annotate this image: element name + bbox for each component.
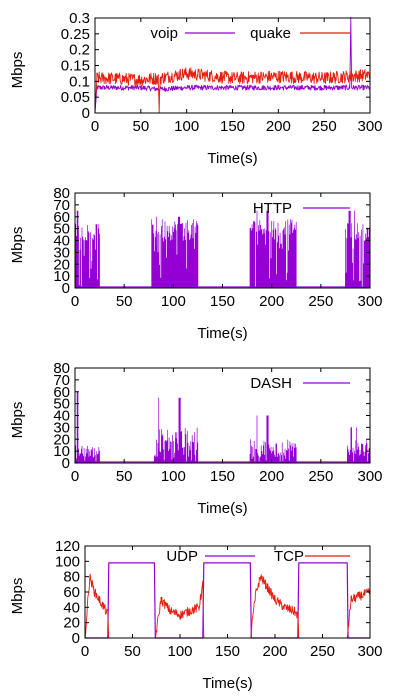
y-axis-label: Mbps <box>9 578 26 615</box>
x-axis-label: Time(s) <box>202 675 252 692</box>
y-tick-label: 60 <box>63 584 80 601</box>
legend-label-voip: voip <box>150 25 178 42</box>
y-tick-label: 70 <box>53 197 70 214</box>
y-tick-label: 120 <box>55 538 80 555</box>
y-tick-label: 10 <box>53 268 70 285</box>
chart-4: 0 50 100 150 200 250 300020406080100120Time(s)… <box>9 538 383 692</box>
y-tick-label: 60 <box>53 384 70 401</box>
x-tick-label: 50 <box>116 468 133 485</box>
y-tick-label: 20 <box>53 431 70 448</box>
x-tick-label: 100 <box>161 293 186 310</box>
chart-1: 0 50 100 150 200 250 300 00.050.10.150.20.250.3… <box>9 10 383 167</box>
chart-2: 0 50 100 150 200 250 30001020304050607080Time(… <box>9 185 383 342</box>
y-tick-label: 40 <box>53 408 70 425</box>
x-tick-label: 150 <box>210 293 235 310</box>
chart-3: 0 50 100 150 200 250 30001020304050607080Time(… <box>9 360 383 517</box>
x-axis-label: Time(s) <box>207 150 257 167</box>
series-dash-burst <box>347 427 371 463</box>
y-axis-label: Mbps <box>9 52 26 89</box>
y-tick-label: 100 <box>55 553 80 570</box>
y-tick-label: 60 <box>53 209 70 226</box>
chart-4-data <box>84 562 371 639</box>
x-tick-label: 0 <box>71 468 79 485</box>
y-tick-label: 30 <box>53 244 70 261</box>
legend-label-udp: UDP <box>166 548 198 565</box>
x-axis-label: Time(s) <box>197 325 247 342</box>
x-tick-label: 0 <box>71 293 79 310</box>
chart-3-data <box>74 391 371 463</box>
x-tick-label: 300 <box>357 468 382 485</box>
series-udp-line <box>85 562 370 639</box>
y-tick-label: 40 <box>63 599 80 616</box>
y-tick-label: 0.3 <box>69 10 90 27</box>
x-tick-label: 200 <box>266 118 291 135</box>
y-tick-label: 20 <box>53 256 70 273</box>
legend-label-tcp: TCP <box>274 548 304 565</box>
y-tick-label: 80 <box>53 360 70 377</box>
y-tick-label: 30 <box>53 419 70 436</box>
x-tick-label: 300 <box>357 293 382 310</box>
chart-2-data <box>74 210 371 288</box>
x-axis-label: Time(s) <box>197 500 247 517</box>
series-tcp-line <box>84 573 371 639</box>
series-dash-burst <box>249 415 297 463</box>
y-tick-label: 70 <box>53 372 70 389</box>
y-tick-label: 0 <box>62 280 70 297</box>
x-tick-label: 200 <box>259 468 284 485</box>
x-tick-label: 250 <box>312 118 337 135</box>
series-quake-line <box>94 67 371 114</box>
x-tick-label: 200 <box>262 643 287 660</box>
chart-1-data <box>94 16 371 114</box>
y-tick-label: 20 <box>63 615 80 632</box>
x-tick-label: 250 <box>308 293 333 310</box>
chart-3-frame <box>74 367 371 464</box>
x-tick-label: 100 <box>161 468 186 485</box>
y-tick-label: 80 <box>63 569 80 586</box>
y-tick-label: 0.25 <box>61 26 90 43</box>
x-tick-label: 250 <box>310 643 335 660</box>
series-http-burst <box>151 216 199 288</box>
x-tick-label: 50 <box>124 643 141 660</box>
x-tick-label: 200 <box>259 293 284 310</box>
chart-1-frame <box>94 17 371 114</box>
x-tick-label: 0 <box>81 643 89 660</box>
chart-2-frame <box>74 192 371 289</box>
x-tick-label: 50 <box>116 293 133 310</box>
legend-label-quake: quake <box>250 25 291 42</box>
y-tick-label: 0 <box>72 630 80 647</box>
y-axis-label: Mbps <box>9 402 26 439</box>
x-tick-label: 250 <box>308 468 333 485</box>
series-http-burst <box>249 210 297 288</box>
y-tick-label: 0.15 <box>61 58 90 75</box>
series-dash-burst <box>153 397 199 463</box>
legend-label-http: HTTP <box>253 200 292 217</box>
y-tick-label: 0 <box>82 105 90 122</box>
x-tick-label: 100 <box>167 643 192 660</box>
legend-label-dash: DASH <box>250 375 292 392</box>
x-tick-label: 150 <box>210 468 235 485</box>
y-tick-label: 50 <box>53 221 70 238</box>
y-tick-label: 0.05 <box>61 89 90 106</box>
x-tick-label: 50 <box>132 118 149 135</box>
x-tick-label: 150 <box>215 643 240 660</box>
y-axis-label: Mbps <box>9 227 26 264</box>
y-tick-label: 10 <box>53 443 70 460</box>
y-tick-label: 0 <box>62 455 70 472</box>
y-tick-label: 40 <box>53 233 70 250</box>
y-tick-label: 80 <box>53 185 70 202</box>
x-tick-label: 300 <box>357 643 382 660</box>
chart-4-frame <box>84 545 371 639</box>
y-tick-label: 0.1 <box>69 73 90 90</box>
x-tick-label: 150 <box>220 118 245 135</box>
series-voip-line <box>94 16 371 114</box>
x-tick-label: 0 <box>91 118 99 135</box>
y-tick-label: 50 <box>53 396 70 413</box>
x-tick-label: 100 <box>174 118 199 135</box>
x-tick-label: 300 <box>357 118 382 135</box>
y-tick-label: 0.2 <box>69 42 90 59</box>
